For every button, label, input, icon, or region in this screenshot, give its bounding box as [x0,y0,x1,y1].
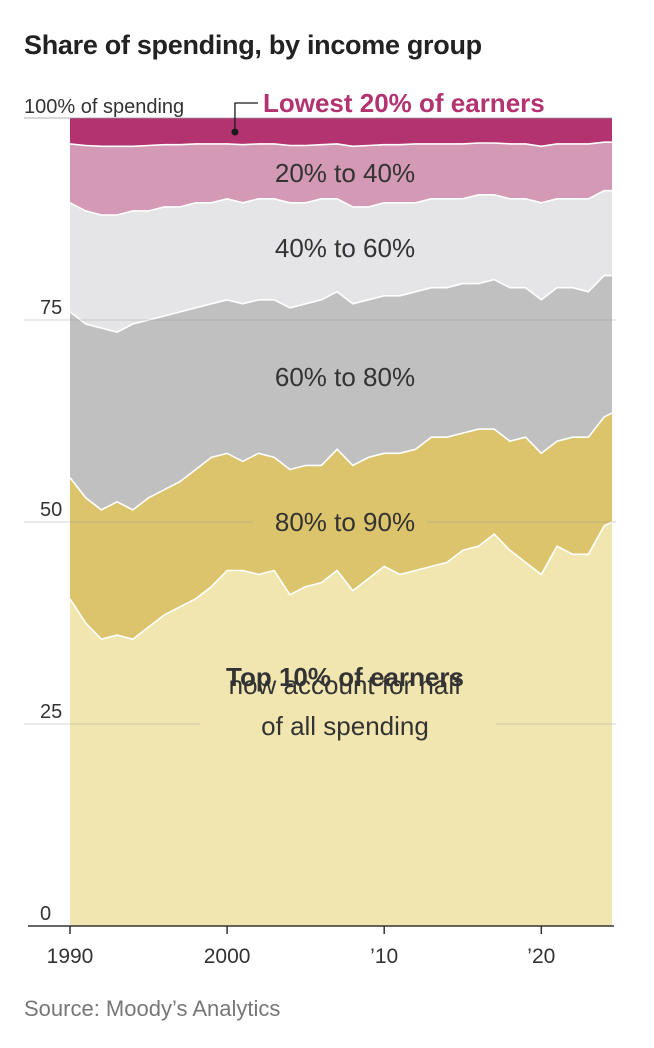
y-tick-label-0: 0 [40,903,51,925]
source-note: Source: Moody’s Analytics [24,996,281,1021]
label-60-80: 60% to 80% [275,362,415,392]
chart-title: Share of spending, by income group [24,30,482,60]
axes: 75 50 25 0 100% of spending 1990 2000 ’10 ’20 [20,96,614,968]
y-tick-label-25: 25 [40,701,62,723]
y-top-label-knockout [20,96,192,116]
label-top10-line3: of all spending [261,711,429,741]
area-p40_60 [70,190,612,333]
boundary-p80_90 [69,412,613,511]
area-p20_40 [70,142,612,215]
boundary-p20_40 [69,141,612,148]
x-tick-label-2000: 2000 [204,945,251,968]
boundary-p60_80 [69,274,612,333]
label-20-40: 20% to 40% [275,158,415,188]
label-80-90: 80% to 90% [275,507,415,537]
label-top10-line2: now account for half [229,670,462,700]
area-p60_80 [70,275,612,510]
x-tick-label-2020: ’20 [527,945,555,968]
lowest-20-leader-line [234,102,258,132]
x-tick-label-2010: ’10 [370,945,398,968]
y-axis-top-label: 100% of spending [24,96,184,118]
x-tick-label-1990: 1990 [47,945,94,968]
label-lowest-20: Lowest 20% of earners [263,88,545,118]
chart-plot: 20% to 40% 40% to 60% 60% to 80% now acc… [20,88,616,968]
boundary-p40_60 [69,189,612,216]
y-tick-label-75: 75 [40,297,62,319]
area-labels: 20% to 40% 40% to 60% 60% to 80% now acc… [200,88,545,741]
label-80-90-knockout [253,506,427,538]
label-top10-knockout [200,710,496,738]
area-bottom20 [70,118,612,147]
label-top10-line1: Top 10% of earners [226,662,464,692]
y-tick-label-50: 50 [40,499,62,521]
boundary-top10 [69,521,613,641]
label-40-60: 40% to 60% [275,233,415,263]
